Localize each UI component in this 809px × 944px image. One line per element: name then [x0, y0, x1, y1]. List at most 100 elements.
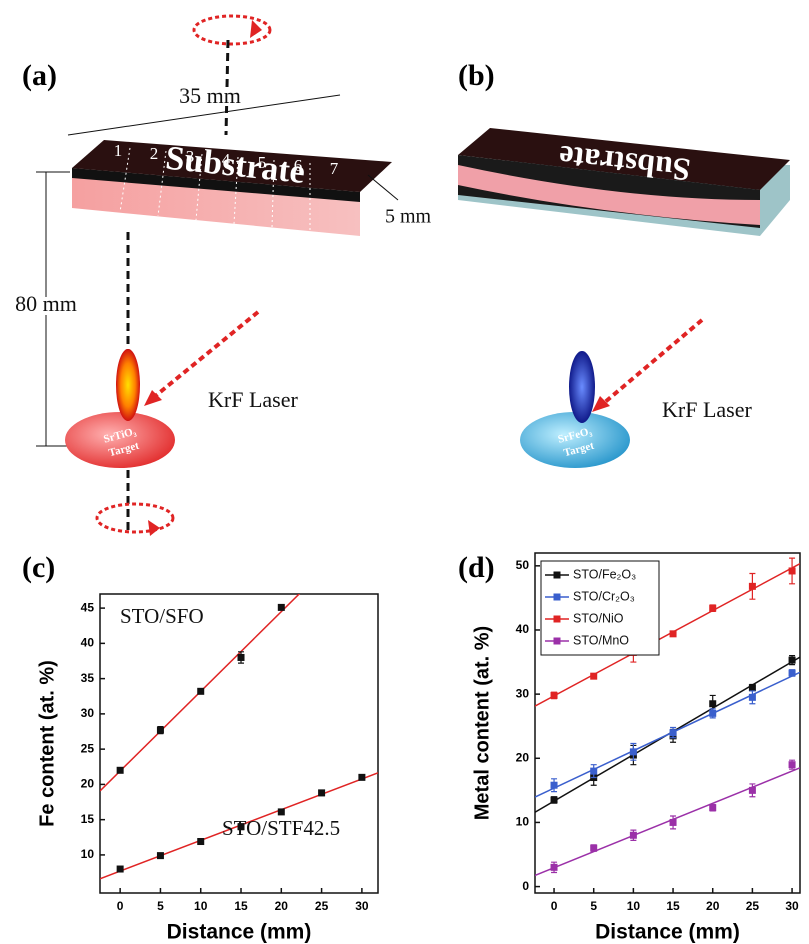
marker [709, 605, 716, 612]
y-tick-label: 15 [81, 812, 95, 826]
y-tick-label: 20 [516, 750, 530, 764]
legend-label: STO/Fe₂O₃ [573, 567, 636, 581]
marker [789, 669, 796, 676]
marker [197, 838, 204, 845]
marker [551, 864, 558, 871]
x-tick-label: 25 [315, 899, 329, 913]
y-tick-label: 10 [516, 815, 530, 829]
marker [709, 710, 716, 717]
marker [749, 787, 756, 794]
arrow-head [144, 390, 162, 406]
arrow-head [148, 520, 160, 536]
marker [789, 761, 796, 768]
dimension-label: 5 mm [385, 206, 432, 228]
marker [749, 583, 756, 590]
x-tick-label: 25 [746, 899, 760, 913]
marker [590, 673, 597, 680]
legend-marker [554, 594, 561, 601]
panel-label: (a) [22, 59, 57, 92]
panel-label: (d) [458, 551, 495, 584]
y-tick-label: 40 [516, 622, 530, 636]
marker [749, 694, 756, 701]
y-tick-label: 30 [516, 686, 530, 700]
panel-label: (c) [22, 551, 55, 584]
y-tick-label: 30 [81, 706, 95, 720]
y-tick-label: 10 [81, 847, 95, 861]
strip-number: 7 [330, 159, 339, 178]
y-tick-label: 0 [522, 879, 529, 893]
marker [318, 789, 325, 796]
plume [569, 351, 595, 423]
strip-number: 1 [114, 141, 123, 160]
dimension-label: 80 mm [15, 291, 77, 316]
legend-label: STO/Cr₂O₃ [573, 589, 635, 603]
x-tick-label: 30 [785, 899, 799, 913]
plume [116, 349, 140, 421]
y-axis-label: Fe content (at. %) [36, 660, 58, 827]
legend-marker [554, 616, 561, 623]
marker [749, 684, 756, 691]
x-axis-label: Distance (mm) [167, 921, 312, 944]
legend-label: STO/MnO [573, 633, 629, 647]
arrow-head [250, 20, 262, 38]
y-tick-label: 25 [81, 741, 95, 755]
legend-marker [554, 638, 561, 645]
marker [630, 748, 637, 755]
marker [789, 567, 796, 574]
x-tick-label: 15 [666, 899, 680, 913]
chart: 0 5 10 15 20 25 30 10 15 20 25 30 35 40 45 Distance (mm… [36, 516, 378, 944]
x-tick-label: 30 [355, 899, 369, 913]
dimension-label: 35 mm [179, 83, 241, 108]
marker [670, 819, 677, 826]
x-tick-label: 5 [157, 899, 164, 913]
x-tick-label: 10 [627, 899, 641, 913]
x-axis-label: Distance (mm) [595, 921, 740, 944]
laser-label: KrF Laser [662, 397, 752, 422]
y-tick-label: 45 [81, 600, 95, 614]
panel-label: (b) [458, 59, 495, 92]
laser-label: KrF Laser [208, 387, 298, 412]
marker [630, 832, 637, 839]
y-tick-label: 50 [516, 558, 530, 572]
marker [789, 657, 796, 664]
x-tick-label: 20 [275, 899, 289, 913]
panel-b: (b) Substrate KrF Laser SrFeO₃ Target [458, 59, 790, 468]
y-tick-label: 20 [81, 777, 95, 791]
marker [551, 796, 558, 803]
marker [157, 852, 164, 859]
y-tick-label: 35 [81, 671, 95, 685]
marker [117, 767, 124, 774]
marker [197, 688, 204, 695]
marker [157, 727, 164, 734]
series-annotation: STO/SFO [120, 604, 204, 628]
legend-marker [554, 572, 561, 579]
marker [551, 782, 558, 789]
series-annotation: STO/STF42.5 [222, 816, 340, 840]
legend-label: STO/NiO [573, 611, 624, 625]
marker [709, 804, 716, 811]
marker [238, 654, 245, 661]
marker [358, 774, 365, 781]
strip-number: 2 [150, 144, 159, 163]
figure: (a) 35 mm 1234567 Substrate 5 mm 80 mm K… [0, 0, 809, 944]
trendline [535, 672, 800, 797]
x-tick-label: 0 [117, 899, 124, 913]
trendline [100, 516, 378, 791]
y-tick-label: 40 [81, 636, 95, 650]
x-tick-label: 20 [706, 899, 720, 913]
marker [551, 692, 558, 699]
marker [278, 604, 285, 611]
x-tick-label: 0 [551, 899, 558, 913]
x-tick-label: 10 [194, 899, 208, 913]
trendline [535, 768, 800, 876]
dimension-line [368, 175, 398, 200]
marker [278, 808, 285, 815]
x-tick-label: 15 [234, 899, 248, 913]
marker [590, 845, 597, 852]
y-axis-label: Metal content (at. %) [471, 626, 493, 820]
rotation-arrow [97, 504, 173, 532]
marker [670, 729, 677, 736]
marker [590, 768, 597, 775]
